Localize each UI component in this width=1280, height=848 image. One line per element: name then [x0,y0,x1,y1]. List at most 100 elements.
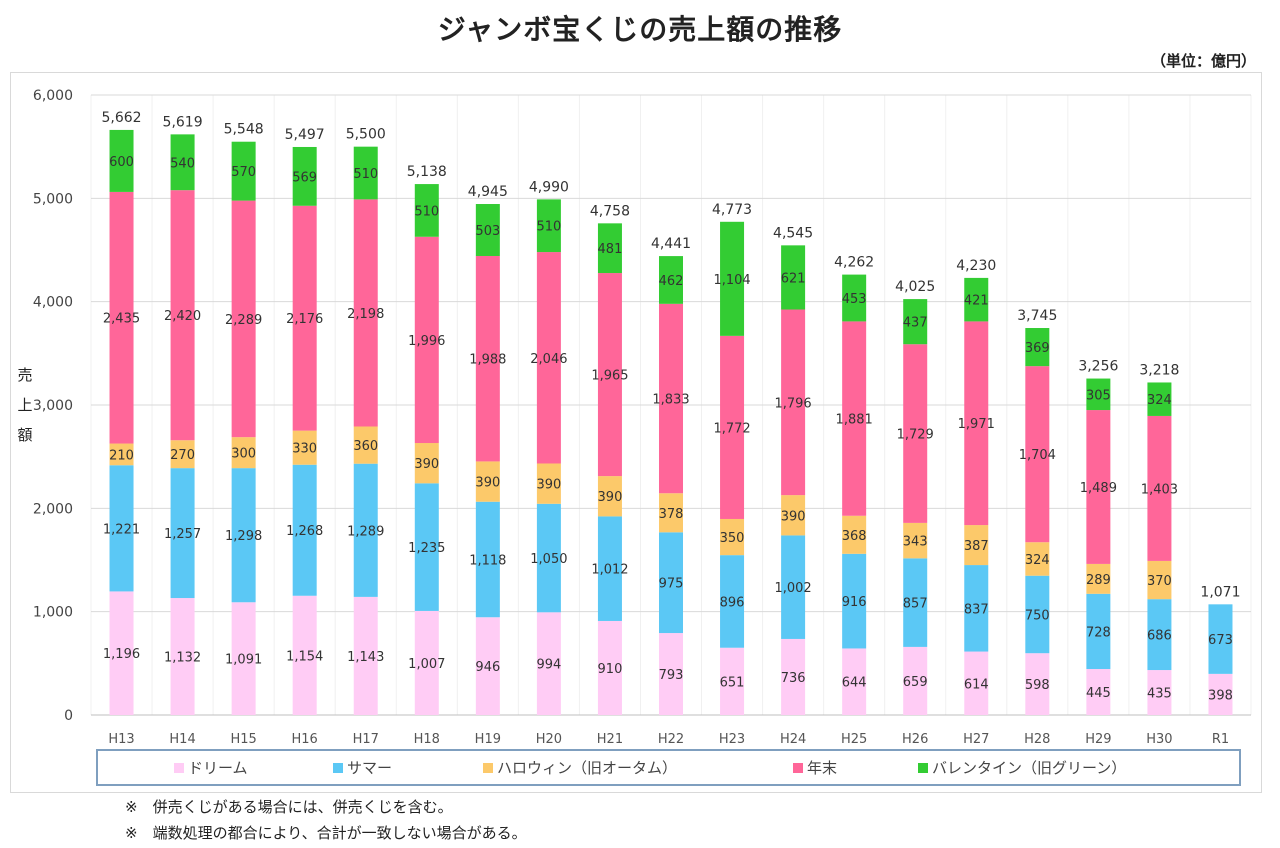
bar-segment-H21 [597,273,622,477]
data-label: 2,198 [347,307,384,322]
data-label: 330 [292,442,317,457]
x-tick-label: H15 [230,732,256,747]
x-tick-label: H18 [414,732,440,747]
total-label: 4,990 [529,179,569,195]
data-label: 1,403 [1141,482,1178,497]
legend-swatch [483,762,493,773]
data-label: 510 [353,167,378,182]
total-label: 4,545 [773,225,813,241]
bar-segment-H26 [903,558,928,647]
x-tick-label: H13 [108,732,134,747]
bar-segment-H16 [292,595,317,715]
data-label: 750 [1025,608,1050,623]
y-tick-label: 0 [64,708,73,724]
bar-segment-H28 [1025,328,1050,367]
data-label: 2,176 [286,312,323,327]
y-tick-label: 3,000 [33,398,73,414]
y-tick-label: 5,000 [33,191,73,207]
data-label: 453 [842,292,867,307]
data-label: 686 [1147,629,1172,644]
data-label: 896 [720,595,745,610]
data-label: 916 [842,595,867,610]
bar-segment-H28 [1025,542,1050,576]
bar-segment-H16 [292,430,317,465]
data-label: 1,289 [347,524,384,539]
total-label: 4,262 [834,255,874,271]
total-label: 5,138 [407,164,447,180]
data-label: 1,104 [713,273,750,288]
bar-segment-H21 [597,476,622,517]
stacked-bar-chart: 0 1,000 2,000 3,000 4,000 5,000 6,000 1,196 1,22… [33,88,1252,747]
bar-segment-H17 [353,596,378,715]
bar-segment-H14 [170,190,195,441]
data-label: 1,221 [103,522,140,537]
bar-segment-H17 [353,146,378,200]
data-label: 1,796 [774,396,811,411]
bar-segment-H14 [170,468,195,599]
legend-label: バレンタイン（旧グリーン） [932,759,1127,777]
bar-segment-H23 [720,518,745,556]
data-label: 369 [1025,341,1050,356]
data-label: 1,196 [103,647,140,662]
bar-segment-H30 [1147,415,1172,561]
bar-segment-H23 [720,221,745,336]
total-label: 5,500 [346,127,386,143]
bar-segment-H28 [1025,366,1050,543]
bar-segment-H24 [781,495,806,536]
x-tick-label: H19 [475,732,501,747]
bar-segment-H23 [720,647,745,715]
data-label: 1,881 [836,413,873,428]
data-label: 659 [903,675,928,690]
bar-segment-H26 [903,299,928,345]
data-label: 1,729 [897,428,934,443]
bar-segment-H29 [1086,410,1111,564]
data-label: 305 [1086,388,1111,403]
bar-segment-R1 [1208,604,1233,674]
bar-segment-H25 [842,553,867,649]
x-tick-label: H24 [780,732,806,747]
legend-item: ドリーム [174,757,248,778]
x-tick-label: H30 [1146,732,1172,747]
data-label: 289 [1086,573,1111,588]
data-label: 324 [1147,393,1172,408]
data-label: 343 [903,535,928,550]
x-tick-label: H25 [841,732,867,747]
total-label: 4,025 [895,279,935,295]
total-label: 4,230 [956,258,996,274]
data-label: 994 [536,658,561,673]
x-tick-label: H22 [658,732,684,747]
bar-segment-H15 [231,468,256,603]
bar-segment-H15 [231,200,256,438]
bar-segment-H20 [536,612,561,715]
bar-segment-H20 [536,503,561,613]
bar-segment-H25 [842,321,867,516]
bar-segment-H25 [842,274,867,322]
bar-segment-H20 [536,199,561,253]
data-label: 1,132 [164,651,201,666]
data-label: 1,050 [530,552,567,567]
bar-segment-H21 [597,223,622,274]
legend-swatch [793,762,803,773]
data-label: 2,435 [103,312,140,327]
bar-segment-H17 [353,426,378,464]
data-label: 1,154 [286,649,323,664]
data-label: 1,235 [408,541,445,556]
legend-item: ハロウィン（旧オータム） [483,757,677,778]
legend-swatch [333,762,343,773]
bar-segment-H15 [231,141,256,201]
data-label: 421 [964,294,989,309]
data-label: 435 [1147,687,1172,702]
data-label: 1,489 [1080,481,1117,496]
legend-swatch [918,762,928,773]
data-label: 270 [170,448,195,463]
bar-segment-H22 [659,256,683,304]
x-tick-label: H26 [902,732,928,747]
bar-segment-H19 [475,255,500,462]
bar-segment-H13 [109,191,134,444]
total-label: 3,218 [1139,362,1179,378]
data-label: 360 [353,439,378,454]
data-label: 1,012 [591,563,628,578]
data-label: 1,772 [713,421,750,436]
legend-label: 年末 [807,759,838,777]
data-label: 2,420 [164,309,201,324]
